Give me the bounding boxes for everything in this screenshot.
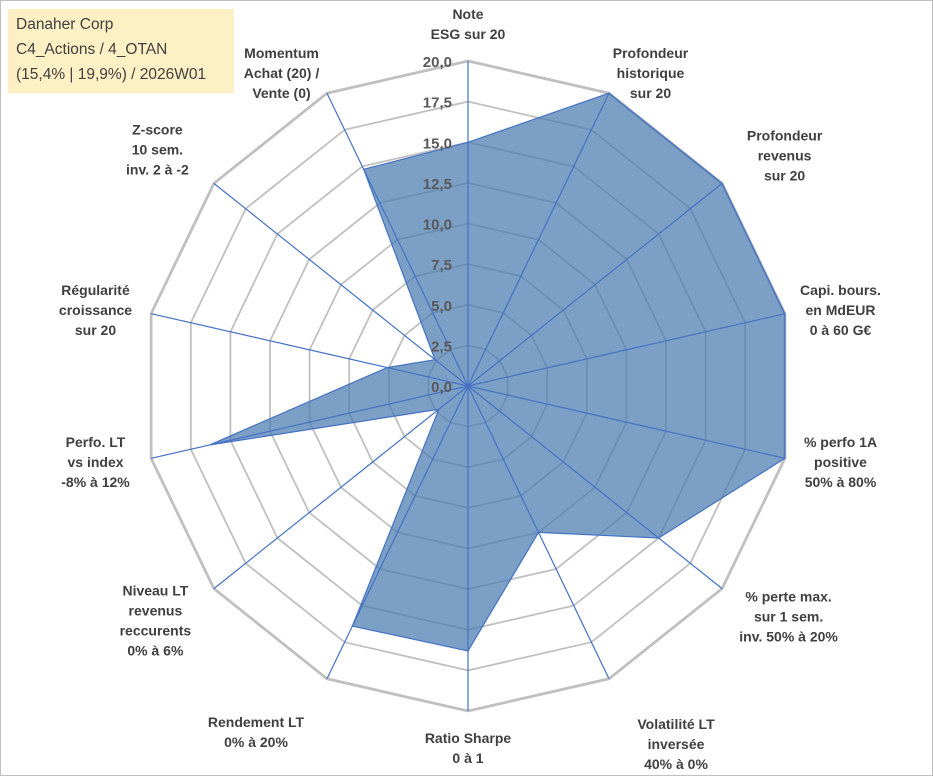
axis-label-9-line-1: revenus [129,603,183,619]
axis-label-5-line-2: inv. 50% à 20% [739,629,838,645]
axis-label-0-line-0: Note [452,6,483,22]
axis-label-9-line-2: reccurents [120,623,192,639]
axis-label-1-line-2: sur 20 [630,85,671,101]
axis-label-2: Profondeur revenus sur 20 [747,127,823,183]
tick-label-6: 15,0 [423,135,452,152]
axis-label-12-line-2: inv. 2 à -2 [126,161,189,177]
title-company: Danaher Corp [16,16,114,33]
axis-label-10: Perfo. LT vs index -8% à 12% [61,434,130,490]
axis-label-8-line-0: Rendement LT [208,714,305,730]
axis-label-11: Régularité croissance sur 20 [59,282,132,338]
axis-label-11-line-1: croissance [59,302,132,318]
radar-spokes [150,61,786,711]
axis-label-1-line-1: historique [617,65,685,81]
spoke-3 [467,313,786,387]
radar-axis-labels: Note ESG sur 20 Profondeur historique sur 20… [59,6,881,772]
axis-label-10-line-2: -8% à 12% [61,474,130,490]
axis-label-8: Rendement LT 0% à 20% [208,714,305,750]
spoke-6 [467,385,610,680]
series-area [209,92,786,652]
axis-label-13-line-1: Achat (20) / [244,65,320,81]
axis-label-1: Profondeur historique sur 20 [613,45,689,101]
tick-label-3: 7,5 [431,257,452,274]
axis-label-9-line-0: Niveau LT [122,583,188,599]
axis-label-11-line-0: Régularité [61,282,130,298]
axis-label-8-line-1: 0% à 20% [224,734,288,750]
axis-label-2-line-1: revenus [758,147,812,163]
spoke-13 [326,92,469,387]
tick-label-2: 5,0 [431,298,452,315]
axis-label-2-line-2: sur 20 [764,167,805,183]
radar-tick-labels: 0,0 2,5 5,0 7,5 10,0 12,5 15,0 17,5 20,0 [423,54,452,396]
spoke-11 [150,313,469,387]
tick-label-0: 0,0 [431,379,452,396]
tick-label-5: 12,5 [423,176,452,193]
axis-label-2-line-0: Profondeur [747,127,823,143]
axis-label-4: % perfo 1A positive 50% à 80% [804,434,877,490]
axis-label-4-line-2: 50% à 80% [805,474,877,490]
axis-label-12-line-0: Z-score [132,121,183,137]
chart-title-box: Danaher Corp C4_Actions / 4_OTAN (15,4% … [8,9,234,93]
axis-label-6-line-0: Volatilité LT [637,716,715,732]
axis-label-7: Ratio Sharpe 0 à 1 [425,730,512,766]
axis-label-0: Note ESG sur 20 [431,6,506,42]
axis-label-4-line-0: % perfo 1A [804,434,877,450]
radar-series [209,92,786,652]
tick-label-8: 20,0 [423,54,452,71]
axis-label-9: Niveau LT revenus reccurents 0% à 6% [120,583,192,659]
axis-label-7-line-0: Ratio Sharpe [425,730,512,746]
title-category: C4_Actions / 4_OTAN [16,41,168,58]
axis-label-9-line-3: 0% à 6% [127,643,184,659]
tick-label-4: 10,0 [423,217,452,234]
axis-label-5-line-0: % perte max. [745,589,831,605]
spoke-8 [326,385,469,680]
axis-label-13-line-0: Momentum [244,45,319,61]
spoke-5 [467,385,723,590]
axis-label-3: Capi. bours. en MdEUR 0 à 60 G€ [800,282,881,338]
axis-label-6-line-1: inversée [648,736,705,752]
axis-label-1-line-0: Profondeur [613,45,689,61]
axis-label-12-line-1: 10 sem. [132,141,183,157]
title-stats: (15,4% | 19,9%) / 2026W01 [16,66,207,83]
axis-label-10-line-1: vs index [67,454,123,470]
axis-label-11-line-2: sur 20 [75,322,116,338]
axis-label-4-line-1: positive [814,454,867,470]
axis-label-13: Momentum Achat (20) / Vente (0) [244,45,320,101]
spoke-4 [467,385,786,459]
spoke-2 [467,182,723,387]
axis-label-5-line-1: sur 1 sem. [754,609,823,625]
axis-label-12: Z-score 10 sem. inv. 2 à -2 [126,121,189,177]
axis-label-3-line-2: 0 à 60 G€ [810,322,872,338]
spoke-10 [150,385,469,459]
axis-label-5: % perte max. sur 1 sem. inv. 50% à 20% [739,589,838,645]
spoke-1 [467,92,610,387]
axis-label-6-line-2: 40% à 0% [644,756,708,772]
tick-label-7: 17,5 [423,95,452,112]
tick-label-1: 2,5 [431,338,452,355]
axis-label-10-line-0: Perfo. LT [66,434,126,450]
axis-label-6: Volatilité LT inversée 40% à 0% [637,716,715,772]
spoke-12 [213,182,469,387]
axis-label-3-line-0: Capi. bours. [800,282,881,298]
axis-label-3-line-1: en MdEUR [806,302,876,318]
axis-label-7-line-1: 0 à 1 [452,750,483,766]
spoke-9 [213,385,469,590]
axis-label-13-line-2: Vente (0) [252,85,310,101]
axis-label-0-line-1: ESG sur 20 [431,26,506,42]
